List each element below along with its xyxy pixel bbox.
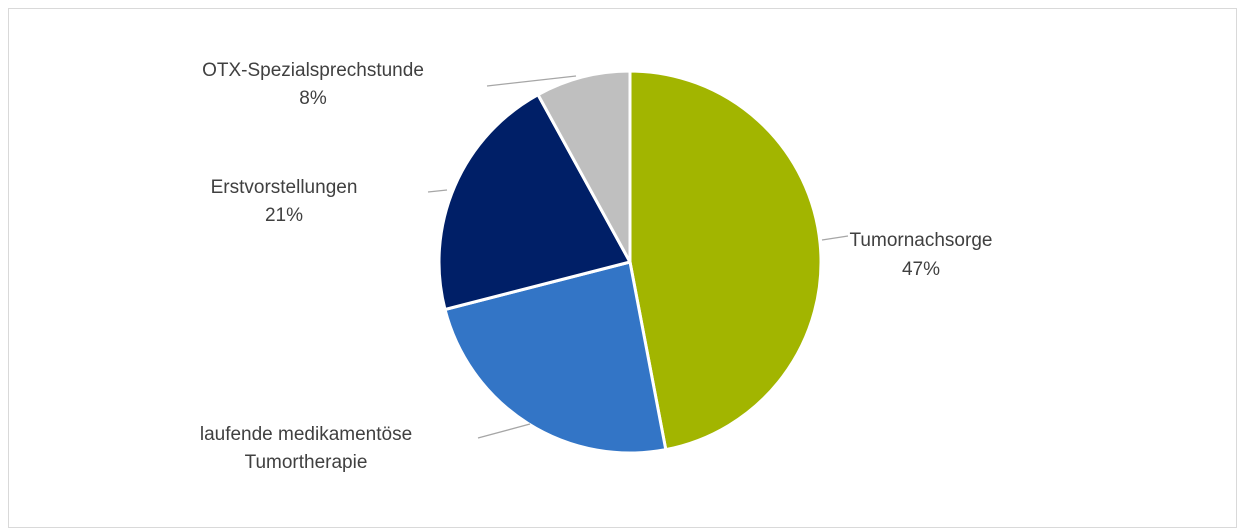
leader-line-erstvorstellungen bbox=[427, 189, 448, 193]
leader-line-tumornachsorge bbox=[821, 235, 849, 241]
label-tumornachsorge-name: Tumornachsorge bbox=[850, 230, 993, 251]
pie-slices bbox=[437, 69, 823, 455]
pie-chart: Tumornachsorge 47% laufende medikamentös… bbox=[200, 60, 993, 473]
label-tumortherapie-line2: Tumortherapie bbox=[245, 452, 368, 473]
label-otx: OTX-Spezialsprechstunde bbox=[202, 60, 424, 81]
pie-slice-otx bbox=[536, 69, 632, 264]
label-erstvorstellungen: Erstvorstellungen bbox=[211, 177, 358, 198]
leader-line-tumortherapie bbox=[477, 423, 531, 439]
label-otx-percent: 8% bbox=[299, 88, 327, 109]
pie-slice-tumortherapie bbox=[443, 260, 668, 455]
label-tumornachsorge: Tumornachsorge bbox=[850, 230, 993, 251]
label-tumortherapie-line1: laufende medikamentöse bbox=[200, 424, 412, 445]
label-erstvorstellungen-percent: 21% bbox=[265, 205, 303, 226]
leader-line-otx bbox=[486, 75, 577, 87]
pie-slice-tumornachsorge bbox=[628, 69, 823, 452]
label-tumornachsorge-percent: 47% bbox=[902, 259, 940, 280]
pie-slice-erstvorstellungen bbox=[437, 93, 632, 311]
leader-lines bbox=[427, 75, 849, 439]
